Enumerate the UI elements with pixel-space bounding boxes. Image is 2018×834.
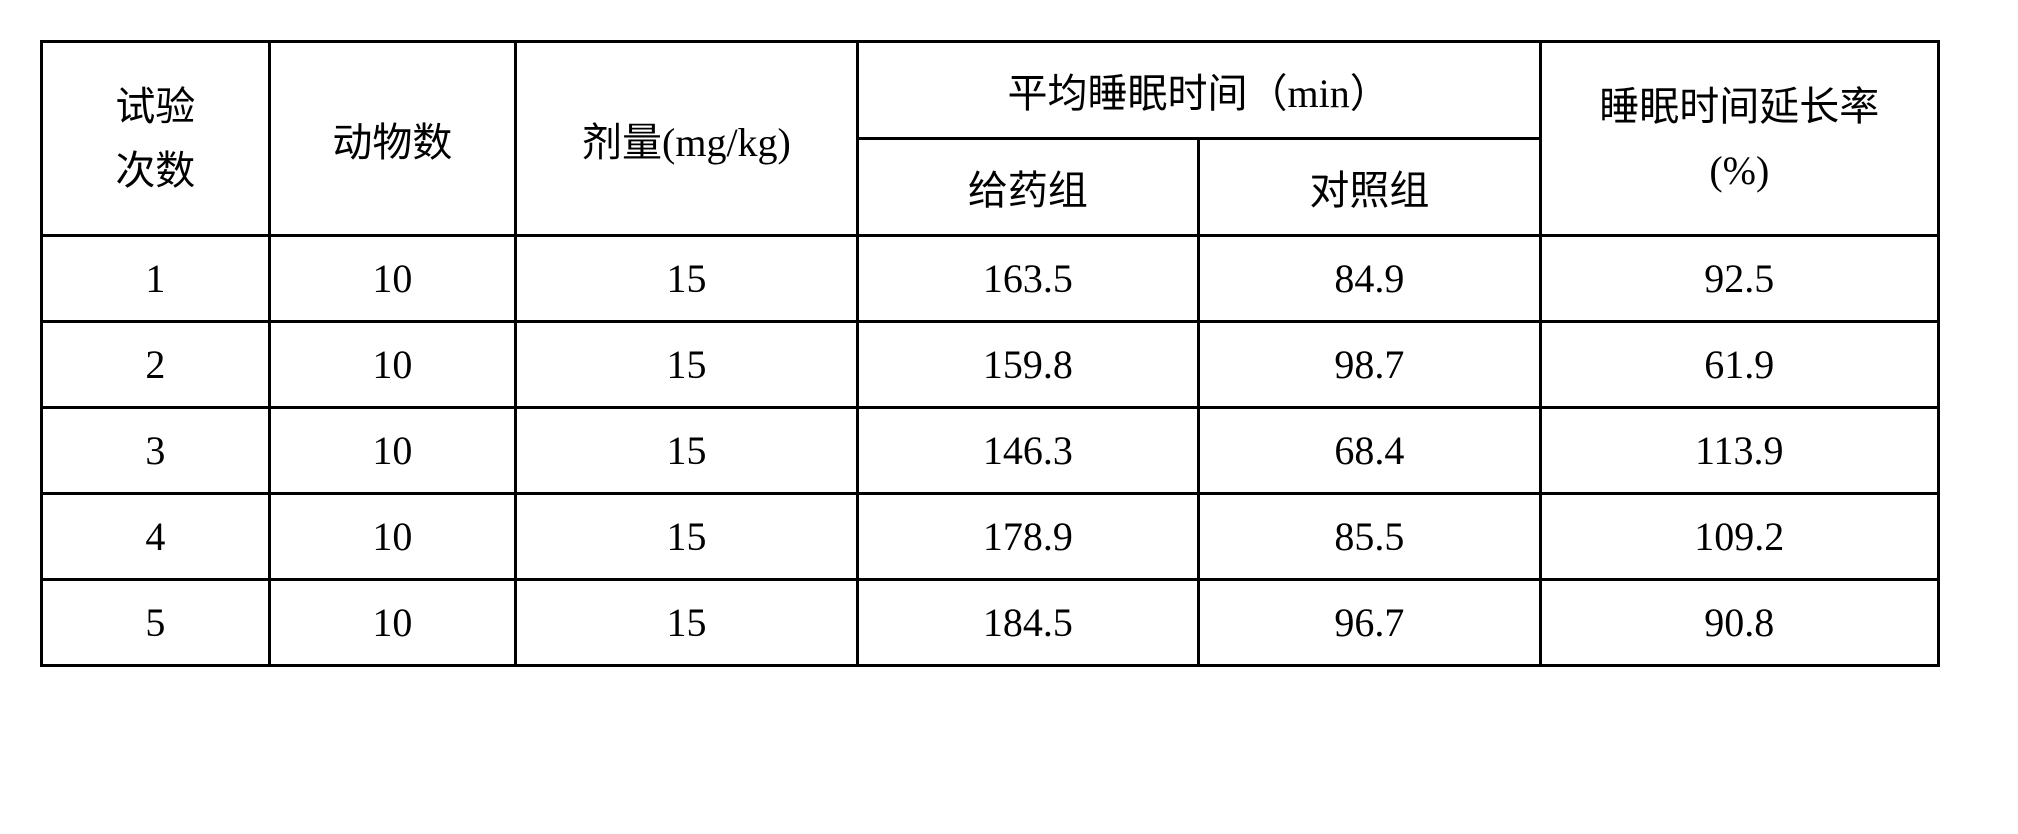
cell-dose: 15 xyxy=(516,236,857,322)
cell-treat: 159.8 xyxy=(857,322,1198,408)
cell-dose: 15 xyxy=(516,494,857,580)
cell-animals: 10 xyxy=(269,580,516,666)
cell-treat: 178.9 xyxy=(857,494,1198,580)
cell-ext: 113.9 xyxy=(1540,408,1938,494)
cell-ext: 90.8 xyxy=(1540,580,1938,666)
table-row: 5 10 15 184.5 96.7 90.8 xyxy=(42,580,1939,666)
cell-trial: 3 xyxy=(42,408,270,494)
cell-ext: 92.5 xyxy=(1540,236,1938,322)
table-row: 3 10 15 146.3 68.4 113.9 xyxy=(42,408,1939,494)
cell-control: 68.4 xyxy=(1199,408,1540,494)
cell-ext: 61.9 xyxy=(1540,322,1938,408)
cell-animals: 10 xyxy=(269,494,516,580)
col-header-ext-rate: 睡眠时间延长率(%) xyxy=(1540,42,1938,236)
cell-dose: 15 xyxy=(516,408,857,494)
cell-trial: 2 xyxy=(42,322,270,408)
table-header-row-1: 试验次数 动物数 剂量(mg/kg) 平均睡眠时间（min） 睡眠时间延长率(%… xyxy=(42,42,1939,139)
col-header-dose: 剂量(mg/kg) xyxy=(516,42,857,236)
col-header-animals: 动物数 xyxy=(269,42,516,236)
cell-animals: 10 xyxy=(269,408,516,494)
cell-control: 96.7 xyxy=(1199,580,1540,666)
col-header-sleep-group: 平均睡眠时间（min） xyxy=(857,42,1540,139)
cell-animals: 10 xyxy=(269,322,516,408)
table-row: 4 10 15 178.9 85.5 109.2 xyxy=(42,494,1939,580)
cell-control: 85.5 xyxy=(1199,494,1540,580)
cell-animals: 10 xyxy=(269,236,516,322)
cell-trial: 5 xyxy=(42,580,270,666)
table-row: 2 10 15 159.8 98.7 61.9 xyxy=(42,322,1939,408)
cell-treat: 163.5 xyxy=(857,236,1198,322)
cell-control: 98.7 xyxy=(1199,322,1540,408)
col-header-control: 对照组 xyxy=(1199,139,1540,236)
sleep-experiment-table: 试验次数 动物数 剂量(mg/kg) 平均睡眠时间（min） 睡眠时间延长率(%… xyxy=(40,40,1940,667)
cell-trial: 4 xyxy=(42,494,270,580)
cell-dose: 15 xyxy=(516,580,857,666)
cell-treat: 146.3 xyxy=(857,408,1198,494)
cell-treat: 184.5 xyxy=(857,580,1198,666)
cell-control: 84.9 xyxy=(1199,236,1540,322)
cell-ext: 109.2 xyxy=(1540,494,1938,580)
cell-dose: 15 xyxy=(516,322,857,408)
cell-trial: 1 xyxy=(42,236,270,322)
table-row: 1 10 15 163.5 84.9 92.5 xyxy=(42,236,1939,322)
col-header-trial: 试验次数 xyxy=(42,42,270,236)
col-header-treat: 给药组 xyxy=(857,139,1198,236)
